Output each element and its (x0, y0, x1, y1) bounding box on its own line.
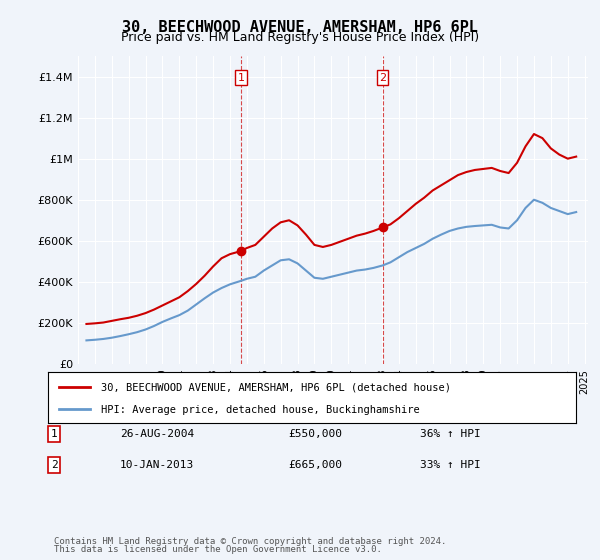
Text: 30, BEECHWOOD AVENUE, AMERSHAM, HP6 6PL: 30, BEECHWOOD AVENUE, AMERSHAM, HP6 6PL (122, 20, 478, 35)
Text: 2: 2 (379, 73, 386, 82)
Text: 30, BEECHWOOD AVENUE, AMERSHAM, HP6 6PL (detached house): 30, BEECHWOOD AVENUE, AMERSHAM, HP6 6PL … (101, 382, 451, 393)
Text: Price paid vs. HM Land Registry's House Price Index (HPI): Price paid vs. HM Land Registry's House … (121, 31, 479, 44)
Text: 1: 1 (238, 73, 244, 82)
Text: 36% ↑ HPI: 36% ↑ HPI (420, 429, 481, 439)
Text: Contains HM Land Registry data © Crown copyright and database right 2024.: Contains HM Land Registry data © Crown c… (54, 537, 446, 546)
Text: HPI: Average price, detached house, Buckinghamshire: HPI: Average price, detached house, Buck… (101, 405, 419, 415)
Text: 33% ↑ HPI: 33% ↑ HPI (420, 460, 481, 470)
Text: 26-AUG-2004: 26-AUG-2004 (120, 429, 194, 439)
Text: This data is licensed under the Open Government Licence v3.0.: This data is licensed under the Open Gov… (54, 545, 382, 554)
Text: 2: 2 (50, 460, 58, 470)
Text: 1: 1 (50, 429, 58, 439)
Text: 10-JAN-2013: 10-JAN-2013 (120, 460, 194, 470)
Text: £550,000: £550,000 (288, 429, 342, 439)
Text: £665,000: £665,000 (288, 460, 342, 470)
